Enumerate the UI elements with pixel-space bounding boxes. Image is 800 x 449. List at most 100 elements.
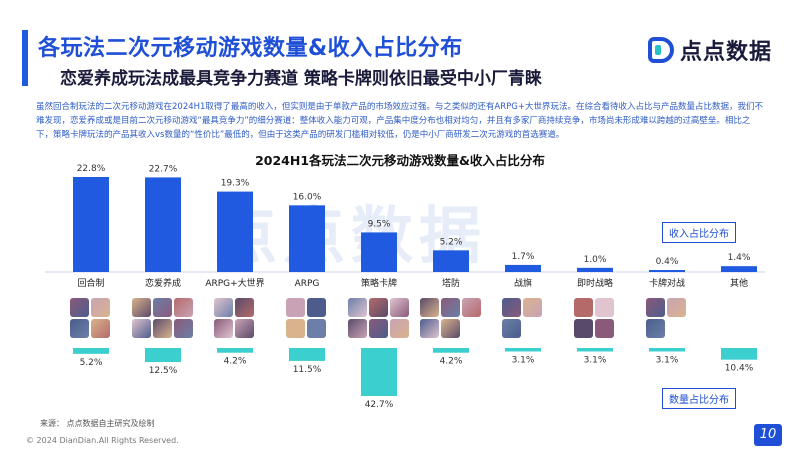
revenue-bar <box>649 270 685 272</box>
category-label: 恋爱养成 <box>145 277 181 289</box>
game-icon <box>646 319 665 338</box>
logo-icon <box>647 37 674 63</box>
revenue-bar <box>289 205 325 272</box>
game-icon <box>368 298 388 317</box>
category-label: 策略卡牌 <box>361 277 397 289</box>
game-icon <box>214 319 233 338</box>
count-bar <box>649 348 685 352</box>
chart-title: 2024H1各玩法二次元移动游戏数量&收入占比分布 <box>255 153 545 168</box>
game-icon <box>347 298 367 317</box>
revenue-label: 16.0% <box>293 192 322 202</box>
game-icon <box>502 319 521 338</box>
game-icon <box>595 298 614 317</box>
count-bar <box>721 348 757 360</box>
revenue-bar <box>145 177 181 272</box>
game-icon <box>347 319 367 338</box>
count-bar <box>505 348 541 352</box>
revenue-label: 1.4% <box>728 253 751 263</box>
revenue-bar <box>361 232 397 272</box>
revenue-label: 22.8% <box>77 164 106 174</box>
game-icon <box>286 319 305 338</box>
revenue-label: 19.3% <box>221 179 250 189</box>
category-label: 回合制 <box>77 277 104 289</box>
revenue-bar <box>577 267 613 272</box>
count-label: 3.1% <box>512 355 535 365</box>
game-icon <box>667 298 686 317</box>
game-icon <box>214 298 233 317</box>
category-label: 战旗 <box>514 277 532 289</box>
count-bar <box>577 348 613 352</box>
legend-count: 数量占比分布 <box>662 388 736 409</box>
game-icon <box>419 298 439 317</box>
revenue-label: 22.7% <box>149 164 178 174</box>
game-icon <box>173 298 193 317</box>
count-label: 3.1% <box>584 355 607 365</box>
category-label: 其他 <box>730 277 748 289</box>
game-icon <box>152 319 172 338</box>
title-accent-bar <box>22 30 28 86</box>
count-bar <box>217 348 253 353</box>
count-bar <box>73 348 109 354</box>
revenue-label: 1.0% <box>584 255 607 265</box>
game-icon <box>235 319 254 338</box>
legend-revenue: 收入占比分布 <box>662 222 736 243</box>
game-icon <box>368 319 388 338</box>
game-icon <box>307 298 326 317</box>
description-text: 虽然回合制玩法的二次元移动游戏在2024H1取得了最高的收入，但实则是由于单款产… <box>36 102 763 140</box>
revenue-bar <box>505 264 541 272</box>
revenue-bar <box>433 250 469 272</box>
count-label: 5.2% <box>80 358 103 368</box>
revenue-bar <box>73 177 109 272</box>
page-subtitle: 恋爱养成玩法成最具竞争力赛道 策略卡牌则依旧最受中小厂青睐 <box>60 69 542 89</box>
count-label: 4.2% <box>224 357 247 367</box>
revenue-label: 5.2% <box>440 237 463 247</box>
game-icon <box>307 319 326 338</box>
game-icon <box>574 319 593 338</box>
game-icon <box>131 319 151 338</box>
game-icon <box>574 298 593 317</box>
game-icon <box>440 298 460 317</box>
game-icon <box>440 319 460 338</box>
game-icon <box>461 298 481 317</box>
game-icon <box>502 298 521 317</box>
game-icon <box>595 319 614 338</box>
game-icon <box>70 319 89 338</box>
game-icon <box>523 298 542 317</box>
count-bar <box>361 348 397 396</box>
game-icon <box>419 319 439 338</box>
category-label: 即时战略 <box>577 277 613 289</box>
category-label: ARPG <box>295 279 320 289</box>
revenue-label: 9.5% <box>368 219 391 229</box>
page-number: 10 <box>754 424 782 446</box>
copyright: © 2024 DianDian.All Rights Reserved. <box>26 436 179 445</box>
game-icon <box>70 298 89 317</box>
category-label: 卡牌对战 <box>649 277 685 289</box>
revenue-label: 0.4% <box>656 257 679 267</box>
revenue-label: 1.7% <box>512 252 535 262</box>
category-label: 塔防 <box>442 277 460 289</box>
game-icon <box>173 319 193 338</box>
count-bar <box>289 348 325 361</box>
count-label: 11.5% <box>293 365 322 375</box>
game-icon <box>646 298 665 317</box>
category-label: ARPG+大世界 <box>205 277 264 289</box>
count-bar <box>145 348 181 363</box>
game-icon <box>91 319 110 338</box>
count-label: 12.5% <box>149 366 178 376</box>
game-icon <box>91 298 110 317</box>
page-title: 各玩法二次元移动游戏数量&收入占比分布 <box>38 36 463 61</box>
count-label: 4.2% <box>440 357 463 367</box>
game-icon <box>286 298 305 317</box>
game-icon <box>131 298 151 317</box>
revenue-bar <box>217 191 253 272</box>
source-note: 来源： 点点数据自主研究及绘制 <box>40 419 155 428</box>
count-label: 3.1% <box>656 355 679 365</box>
count-label: 42.7% <box>365 400 394 410</box>
count-bar <box>433 348 469 353</box>
brand-logo: 点点数据 <box>647 34 772 66</box>
game-icon <box>235 298 254 317</box>
logo-text: 点点数据 <box>679 40 772 65</box>
game-icon <box>389 319 409 338</box>
game-icon <box>152 298 172 317</box>
